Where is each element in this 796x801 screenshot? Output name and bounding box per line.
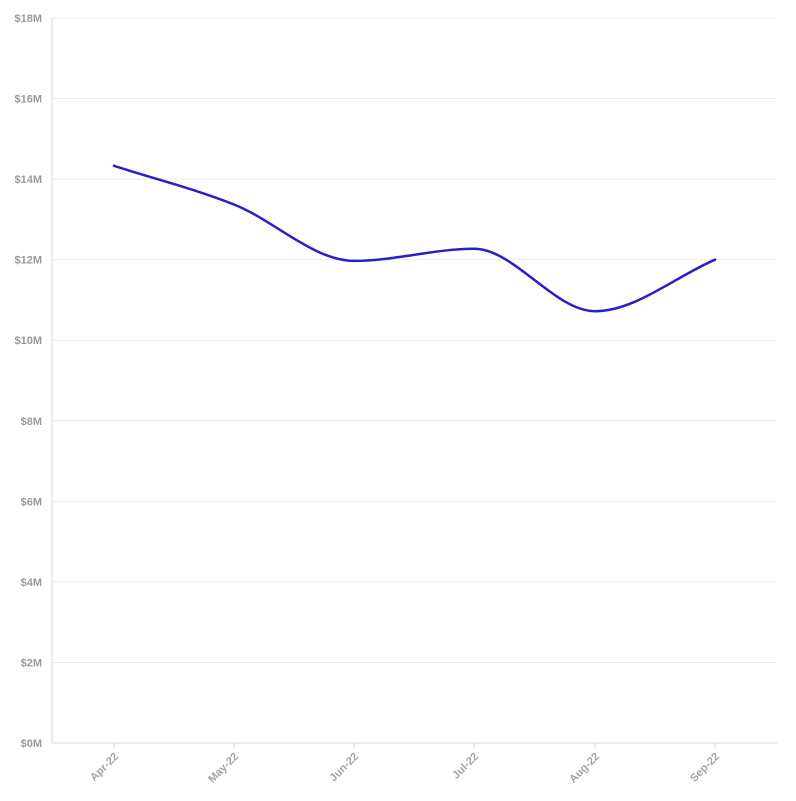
x-tick-label: Apr-22	[88, 751, 121, 784]
y-tick-label: $4M	[21, 577, 42, 589]
x-axis-ticks: Apr-22 May-22 Jun-22 Jul-22 Aug-22 Sep-22	[88, 743, 722, 785]
grid-lines	[52, 17, 777, 663]
y-tick-label: $12M	[14, 255, 42, 267]
data-point	[593, 310, 597, 313]
data-point	[713, 258, 717, 261]
y-tick-label: $16M	[14, 94, 42, 106]
series-line	[112, 164, 717, 313]
y-tick-label: $18M	[14, 13, 42, 25]
y-tick-label: $10M	[14, 335, 42, 347]
x-tick-label: May-22	[206, 751, 241, 786]
data-point	[352, 259, 356, 263]
axes	[51, 18, 777, 744]
x-tick-label: Sep-22	[688, 751, 722, 785]
y-tick-label: $0M	[21, 738, 42, 750]
x-tick-label: Aug-22	[567, 751, 602, 786]
data-point	[472, 247, 476, 250]
y-tick-label: $14M	[14, 174, 42, 186]
y-tick-label: $6M	[21, 496, 42, 508]
data-point	[112, 164, 116, 168]
y-tick-label: $2M	[21, 657, 42, 669]
series-layer	[112, 164, 717, 313]
x-tick-label: Jun-22	[328, 751, 362, 785]
y-tick-label: $8M	[21, 416, 42, 428]
y-axis-ticks: $0M $2M $4M $6M $8M $10M $12M $14M $16M $18M	[14, 13, 42, 750]
data-point	[232, 203, 236, 206]
x-tick-label: Jul-22	[450, 751, 481, 782]
